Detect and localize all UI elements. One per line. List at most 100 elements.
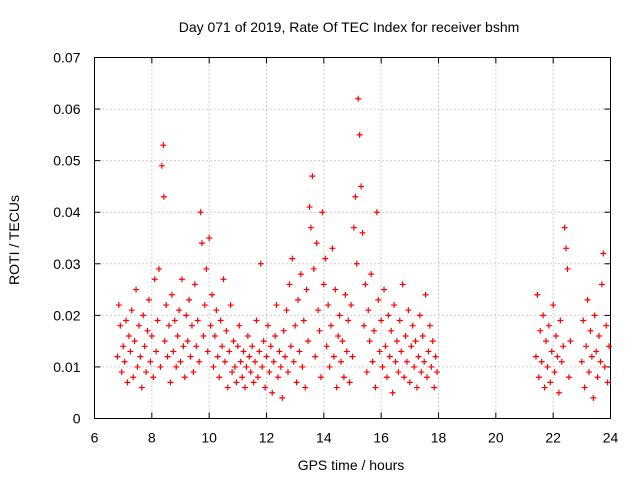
- data-point: [145, 296, 152, 303]
- y-axis-label: ROTI / TECUs: [6, 195, 22, 285]
- x-tick-label: 16: [373, 430, 389, 446]
- data-point: [323, 343, 330, 350]
- y-tick-label: 0.01: [53, 359, 80, 375]
- data-point: [207, 322, 214, 329]
- data-point: [259, 363, 266, 370]
- data-point: [409, 322, 416, 329]
- data-point: [550, 302, 557, 309]
- data-point: [236, 322, 243, 329]
- x-axis-label: GPS time / hours: [298, 457, 405, 473]
- data-point: [315, 307, 322, 314]
- data-point: [345, 317, 352, 324]
- data-point: [560, 343, 567, 350]
- data-point: [415, 353, 422, 360]
- data-point: [365, 307, 372, 314]
- data-point: [356, 131, 363, 138]
- data-point: [426, 322, 433, 329]
- data-point: [160, 193, 167, 200]
- data-point: [309, 173, 316, 180]
- data-point: [231, 363, 238, 370]
- data-point: [273, 302, 280, 309]
- data-point: [532, 353, 539, 360]
- data-point: [322, 255, 329, 262]
- data-point: [336, 312, 343, 319]
- data-point: [186, 296, 193, 303]
- data-point: [376, 348, 383, 355]
- data-point: [115, 302, 122, 309]
- data-point: [350, 224, 357, 231]
- data-point: [578, 358, 585, 365]
- data-point: [299, 363, 306, 370]
- data-point: [424, 374, 431, 381]
- data-point: [227, 302, 234, 309]
- data-point: [320, 281, 327, 288]
- data-point: [389, 389, 396, 396]
- data-point: [558, 358, 565, 365]
- data-point: [214, 353, 221, 360]
- data-point: [141, 343, 148, 350]
- data-point: [362, 281, 369, 288]
- data-point: [287, 343, 294, 350]
- data-point: [237, 358, 244, 365]
- data-point: [130, 374, 137, 381]
- data-point: [272, 332, 279, 339]
- data-point: [254, 374, 261, 381]
- data-point: [313, 240, 320, 247]
- data-point: [285, 369, 291, 376]
- data-point: [117, 322, 124, 329]
- data-point: [197, 209, 204, 216]
- data-point: [363, 369, 370, 376]
- data-point: [230, 338, 237, 345]
- plot-frame: [94, 57, 611, 419]
- data-point: [201, 302, 208, 309]
- data-point: [306, 204, 313, 211]
- data-point: [596, 332, 603, 339]
- data-point: [184, 338, 191, 345]
- data-point: [263, 353, 270, 360]
- x-tick-label: 20: [488, 430, 504, 446]
- data-point: [239, 374, 246, 381]
- data-point: [597, 358, 604, 365]
- data-point: [535, 374, 542, 381]
- data-point: [580, 317, 587, 324]
- data-point: [114, 353, 121, 360]
- data-point: [360, 322, 367, 329]
- data-point: [606, 343, 613, 350]
- data-point: [216, 374, 223, 381]
- data-point: [588, 353, 595, 360]
- data-point: [158, 162, 165, 169]
- data-point: [355, 95, 362, 102]
- data-point: [229, 369, 236, 376]
- data-point: [300, 317, 307, 324]
- data-point: [140, 312, 147, 319]
- data-point: [302, 384, 309, 391]
- data-point: [402, 332, 409, 339]
- data-point: [161, 338, 168, 345]
- data-point: [319, 209, 326, 216]
- data-point: [587, 327, 594, 334]
- data-point: [188, 322, 195, 329]
- data-point: [598, 281, 605, 288]
- data-point: [127, 348, 134, 355]
- data-point: [328, 322, 334, 329]
- data-point: [591, 312, 598, 319]
- data-point: [286, 281, 293, 288]
- y-tick-label: 0.07: [53, 50, 80, 66]
- data-point: [310, 265, 317, 272]
- data-point: [280, 327, 287, 334]
- data-point: [375, 296, 382, 303]
- data-point: [392, 358, 399, 365]
- data-point: [303, 286, 310, 293]
- data-point: [249, 343, 256, 350]
- data-point: [167, 379, 174, 386]
- data-point: [385, 312, 392, 319]
- data-point: [434, 369, 441, 376]
- data-point: [335, 332, 342, 339]
- data-point: [128, 307, 135, 314]
- x-tick-labels: 6 8 10 12 14 16 18 20 22 24: [91, 430, 619, 446]
- data-point: [176, 307, 183, 314]
- data-point: [269, 389, 276, 396]
- data-point: [548, 348, 555, 355]
- data-point: [135, 322, 142, 329]
- data-point: [581, 384, 588, 391]
